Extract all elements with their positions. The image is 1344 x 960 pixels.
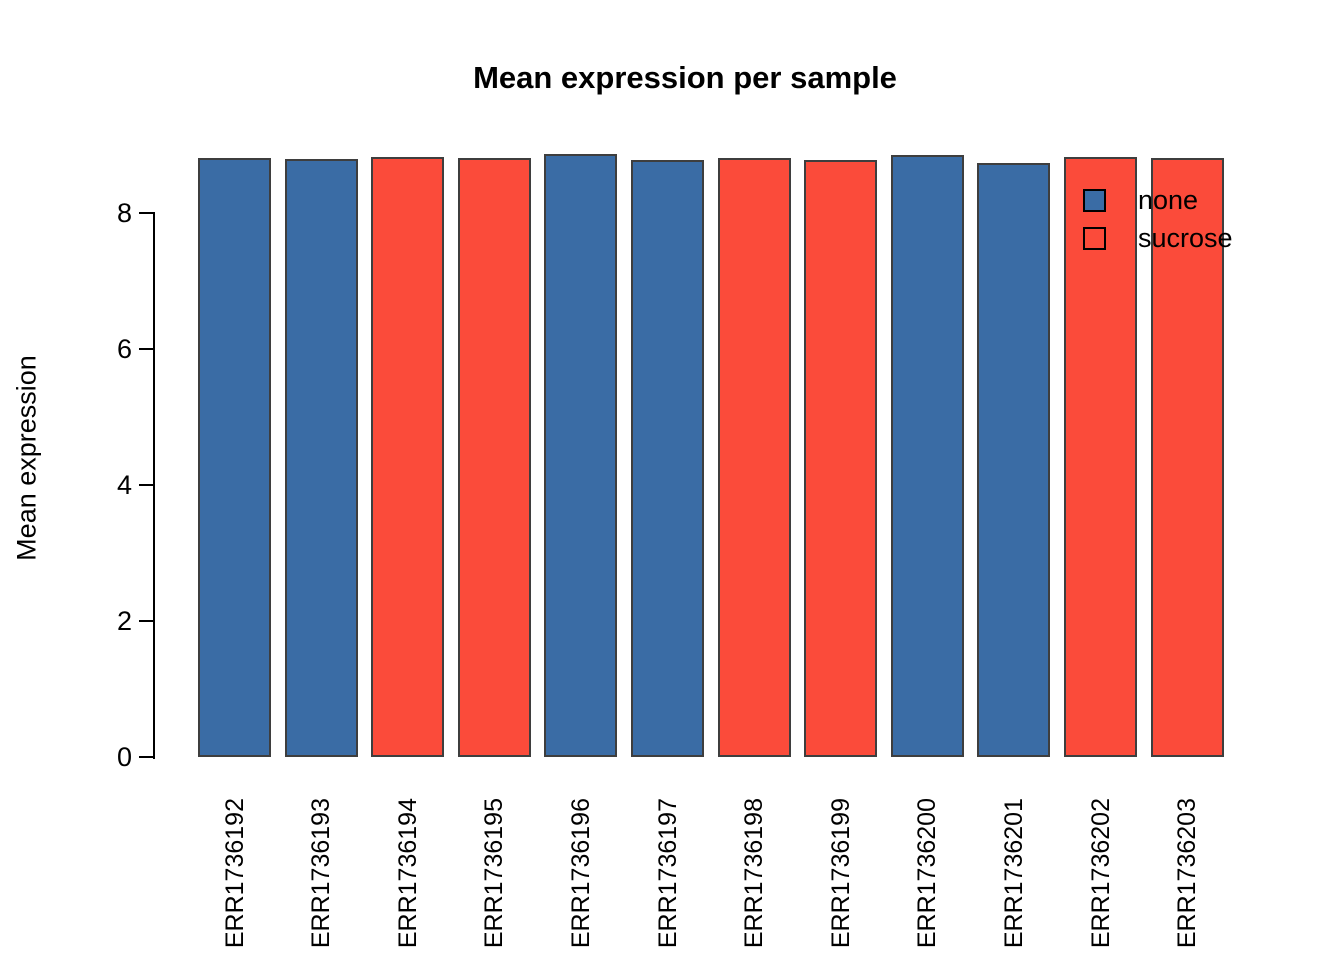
y-tick-mark-4 <box>139 484 155 486</box>
bar-ERR1736197 <box>631 160 704 757</box>
bar-ERR1736200 <box>891 155 964 757</box>
x-tick-label-ERR1736197: ERR1736197 <box>654 798 682 949</box>
y-tick-mark-6 <box>139 348 155 350</box>
y-tick-label-4: 4 <box>116 470 132 500</box>
bar-ERR1736199 <box>804 160 877 757</box>
bar-ERR1736195 <box>458 158 531 757</box>
y-tick-label-0: 0 <box>116 742 132 772</box>
x-tick-label-ERR1736202: ERR1736202 <box>1087 798 1115 949</box>
y-tick-label-6: 6 <box>116 334 132 364</box>
x-tick-label-ERR1736196: ERR1736196 <box>567 798 595 949</box>
x-tick-label-ERR1736201: ERR1736201 <box>1000 798 1028 949</box>
x-tick-label-ERR1736199: ERR1736199 <box>827 798 855 949</box>
bar-ERR1736198 <box>718 158 791 757</box>
legend-swatch-sucrose <box>1083 226 1106 250</box>
x-tick-label-ERR1736200: ERR1736200 <box>913 798 941 949</box>
legend-row-sucrose: sucrose <box>1083 223 1233 253</box>
bar-ERR1736193 <box>285 159 358 757</box>
legend-row-none: none <box>1083 185 1233 215</box>
legend-label-sucrose: sucrose <box>1138 223 1233 253</box>
x-tick-label-ERR1736195: ERR1736195 <box>480 798 508 949</box>
y-tick-mark-2 <box>139 620 155 622</box>
x-tick-label-ERR1736194: ERR1736194 <box>394 798 422 949</box>
y-tick-label-8: 8 <box>116 198 132 228</box>
x-tick-label-ERR1736203: ERR1736203 <box>1173 798 1201 949</box>
legend-label-none: none <box>1138 185 1199 215</box>
y-tick-mark-0 <box>139 756 155 758</box>
x-tick-label-ERR1736192: ERR1736192 <box>221 798 249 949</box>
bar-ERR1736194 <box>371 157 444 757</box>
chart-title: Mean expression per sample <box>473 60 897 95</box>
bar-ERR1736202 <box>1064 157 1137 757</box>
x-tick-label-ERR1736193: ERR1736193 <box>307 798 335 949</box>
bar-ERR1736203 <box>1151 158 1224 757</box>
legend: none sucrose <box>1083 185 1233 261</box>
y-axis-label: Mean expression <box>11 355 42 561</box>
y-axis-line <box>153 213 155 759</box>
x-tick-label-ERR1736198: ERR1736198 <box>740 798 768 949</box>
bar-ERR1736192 <box>198 158 271 757</box>
legend-swatch-none <box>1083 188 1106 212</box>
bar-ERR1736201 <box>977 163 1050 757</box>
y-tick-label-2: 2 <box>116 606 132 636</box>
y-tick-mark-8 <box>139 212 155 214</box>
bar-ERR1736196 <box>544 154 617 757</box>
